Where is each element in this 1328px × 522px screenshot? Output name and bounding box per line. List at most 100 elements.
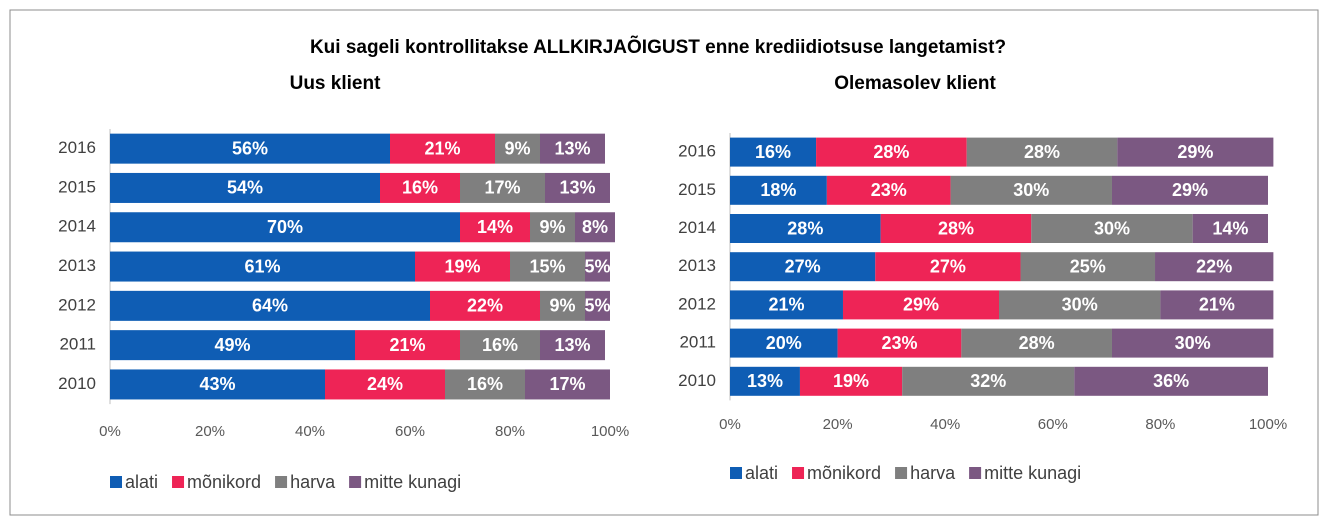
data-label: 20% xyxy=(766,333,802,353)
legend-swatch xyxy=(275,476,288,488)
data-label: 43% xyxy=(199,374,235,394)
data-label: 16% xyxy=(467,374,503,394)
bar-segment xyxy=(110,251,415,282)
bar-segment xyxy=(1155,252,1274,282)
bar-segment xyxy=(415,251,510,282)
data-label: 23% xyxy=(871,180,907,200)
data-label: 29% xyxy=(1177,142,1213,162)
bar-segment xyxy=(110,212,460,243)
legend-label: mitte kunagi xyxy=(984,463,1081,483)
data-label: 27% xyxy=(785,256,821,276)
data-label: 30% xyxy=(1062,295,1098,315)
bar-segment xyxy=(730,328,838,358)
bar-segment xyxy=(110,330,355,361)
bar-segment xyxy=(1111,175,1268,205)
bar-segment xyxy=(966,137,1118,167)
bar-segment xyxy=(530,212,575,243)
bar-segment xyxy=(826,175,951,205)
data-label: 28% xyxy=(873,142,909,162)
bar-segment xyxy=(999,290,1161,320)
x-tick-label: 80% xyxy=(495,423,525,440)
data-label: 23% xyxy=(881,333,917,353)
legend-label: harva xyxy=(910,463,956,483)
bar-segment xyxy=(1117,137,1274,167)
y-tick-label: 2013 xyxy=(58,256,96,275)
legend-swatch xyxy=(730,467,742,479)
bar-segment xyxy=(430,290,540,321)
bar-segment xyxy=(799,366,903,396)
bar-segment xyxy=(950,175,1112,205)
bar-segment xyxy=(540,133,605,164)
data-label: 14% xyxy=(477,217,513,237)
bar-segment xyxy=(1074,366,1268,396)
bar-segment xyxy=(495,133,540,164)
data-label: 27% xyxy=(930,256,966,276)
data-label: 24% xyxy=(367,374,403,394)
bar-segment xyxy=(355,330,460,361)
y-tick-label: 2015 xyxy=(678,180,716,199)
data-label: 21% xyxy=(424,138,460,158)
bar-segment xyxy=(880,214,1032,243)
bar-segment xyxy=(730,290,843,320)
data-label: 17% xyxy=(484,178,520,198)
y-tick-label: 2011 xyxy=(59,335,96,354)
legend-label: mõnikord xyxy=(807,463,881,483)
legend-label: mitte kunagi xyxy=(364,472,461,492)
x-tick-label: 100% xyxy=(1249,416,1287,433)
bar-segment xyxy=(510,251,585,282)
bar-segment xyxy=(1111,328,1274,358)
legend-swatch xyxy=(969,467,982,479)
data-label: 54% xyxy=(227,178,263,198)
bar-segment xyxy=(842,290,999,320)
legend-label: alati xyxy=(745,463,778,483)
data-label: 19% xyxy=(444,256,480,276)
data-label: 36% xyxy=(1153,371,1189,391)
data-label: 64% xyxy=(252,296,288,316)
bar-segment xyxy=(730,252,876,282)
y-tick-label: 2011 xyxy=(679,333,716,352)
y-tick-label: 2016 xyxy=(678,142,716,161)
y-tick-label: 2014 xyxy=(678,218,716,237)
data-label: 8% xyxy=(582,217,608,237)
data-label: 28% xyxy=(938,218,974,238)
data-label: 29% xyxy=(1172,180,1208,200)
bar-segment xyxy=(575,212,615,243)
x-tick-label: 20% xyxy=(823,416,853,433)
data-label: 22% xyxy=(1196,256,1232,276)
bar-segment xyxy=(1031,214,1193,243)
bar-segment xyxy=(730,366,800,396)
data-label: 30% xyxy=(1094,218,1130,238)
legend-swatch xyxy=(792,467,805,479)
data-label: 70% xyxy=(267,217,303,237)
data-label: 18% xyxy=(760,180,796,200)
bar-segment xyxy=(110,133,390,164)
data-label: 13% xyxy=(747,371,783,391)
data-label: 19% xyxy=(833,371,869,391)
data-label: 49% xyxy=(214,335,250,355)
data-label: 13% xyxy=(554,335,590,355)
legend-swatch xyxy=(349,476,362,488)
bar-segment xyxy=(110,290,430,321)
data-label: 29% xyxy=(903,295,939,315)
bar-segment xyxy=(110,172,380,203)
data-label: 30% xyxy=(1175,333,1211,353)
legend-swatch xyxy=(172,476,185,488)
data-label: 30% xyxy=(1013,180,1049,200)
bar-segment xyxy=(585,290,610,321)
bar-segment xyxy=(730,137,817,167)
legend-swatch xyxy=(110,476,122,488)
x-tick-label: 40% xyxy=(295,423,325,440)
chart-title: Uus klient xyxy=(290,73,381,94)
y-tick-label: 2010 xyxy=(58,374,96,393)
chart-title: Olemasolev klient xyxy=(834,73,996,94)
x-tick-label: 40% xyxy=(930,416,960,433)
bar-segment xyxy=(585,251,610,282)
bar-segment xyxy=(460,172,545,203)
bar-segment xyxy=(110,369,325,400)
x-tick-label: 20% xyxy=(195,423,225,440)
legend-label: harva xyxy=(290,472,336,492)
bar-segment xyxy=(902,366,1075,396)
x-tick-label: 100% xyxy=(591,423,629,440)
data-label: 15% xyxy=(529,256,565,276)
